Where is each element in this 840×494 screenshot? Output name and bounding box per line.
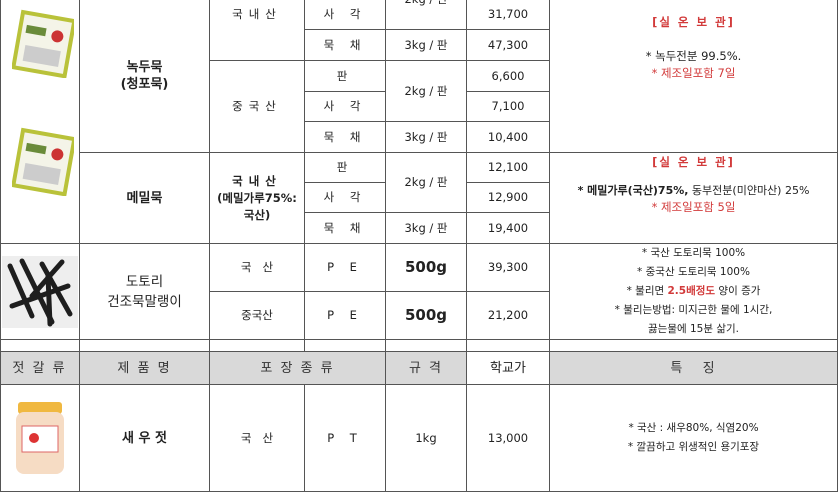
- features-buckwheat: [실 온 보 관] * 메밀가루(국산)75%, 동부전분(미얀마산) 25% …: [550, 153, 838, 244]
- product-images-cell: [0, 0, 80, 244]
- header-category: 젓 갈 류: [0, 352, 80, 385]
- price-cell: 6,600: [467, 61, 550, 92]
- product-name-mung-bean: 녹두묵 (청포묵): [80, 0, 210, 153]
- price-cell: 39,300: [467, 244, 550, 292]
- origin-domestic-acorn: 국 산: [210, 244, 305, 292]
- price-cell: 21,200: [467, 292, 550, 340]
- price-cell: 47,300: [467, 30, 550, 61]
- salted-shrimp-jar-image: [15, 402, 64, 474]
- pack-cell: 판: [305, 61, 386, 92]
- pack-cell: P E: [305, 244, 386, 292]
- storage-label: [실 온 보 관]: [652, 155, 735, 169]
- product-name-buckwheat: 메밀묵: [80, 153, 210, 244]
- spec-text: 2kg / 판: [404, 0, 447, 8]
- origin-sub: 국산): [243, 207, 271, 222]
- spacer-cell: [0, 340, 80, 352]
- spacer-cell: [467, 340, 550, 352]
- spec-cell: 3kg / 판: [386, 122, 467, 153]
- pack-cell: 묵 채: [305, 122, 386, 153]
- header-features: 특 징: [550, 352, 838, 385]
- name-line: (청포묵): [120, 77, 169, 92]
- acorn-jelly-image-cell: [0, 244, 80, 340]
- features-shrimp: * 국산 : 새우80%, 식염20% * 깔끔하고 위생적인 용기포장: [550, 385, 838, 492]
- pack-cell: 묵 채: [305, 213, 386, 244]
- storage-label: [실 온 보 관]: [652, 15, 735, 29]
- origin-shrimp: 국 산: [210, 385, 305, 492]
- price-cell: 19,400: [467, 213, 550, 244]
- feature-highlight: 2.5배정도: [667, 285, 716, 297]
- feature-text: 동부전분(미얀마산) 25%: [688, 184, 810, 197]
- price-cell: 12,100: [467, 153, 550, 183]
- feature-line: * 녹두전분 99.5%.: [645, 49, 742, 63]
- pack-cell: 사 각: [305, 92, 386, 122]
- feature-line: 끓는물에 15분 삶기.: [648, 323, 739, 335]
- spec-cell: 2kg / 판: [386, 153, 467, 213]
- buckwheat-jelly-image: [12, 127, 74, 196]
- dried-acorn-jelly-image: [1, 255, 78, 328]
- feature-line: * 국산 : 새우80%, 식염20%: [628, 422, 759, 434]
- origin-label: 국내산: [232, 173, 282, 188]
- pack-cell: 묵 채: [305, 30, 386, 61]
- pack-cell: 사 각: [305, 183, 386, 213]
- origin-china-acorn: 중국산: [210, 292, 305, 340]
- price-cell: 31,700: [467, 0, 550, 30]
- pack-cell: 사 각: [305, 0, 386, 30]
- spec-cell: 3kg / 판: [386, 213, 467, 244]
- feature-line: * 제조일포함 7일: [651, 66, 736, 80]
- pack-cell: P E: [305, 292, 386, 340]
- origin-domestic: 국내산: [210, 0, 305, 61]
- spec-cell: 3kg / 판: [386, 30, 467, 61]
- header-price: 학교가: [467, 352, 550, 385]
- name-line: 도토리: [125, 273, 164, 290]
- spacer-cell: [386, 340, 467, 352]
- price-cell: 12,900: [467, 183, 550, 213]
- price-cell: 13,000: [467, 385, 550, 492]
- price-cell: 10,400: [467, 122, 550, 153]
- spacer-cell: [305, 340, 386, 352]
- feature-line: * 제조일포함 5일: [651, 200, 736, 214]
- spec-cell: 500g: [386, 244, 467, 292]
- spec-cell: 500g: [386, 292, 467, 340]
- spec-cell-cut: 2kg / 판: [386, 0, 467, 30]
- features-mung-bean: [실 온 보 관] * 녹두전분 99.5%. * 제조일포함 7일: [550, 0, 838, 153]
- feature-line: * 국산 도토리묵 100%: [641, 247, 746, 259]
- header-spec: 규 격: [386, 352, 467, 385]
- header-pack: 포 장 종 류: [210, 352, 386, 385]
- pack-cell: P T: [305, 385, 386, 492]
- feature-line: * 불리는방법: 미지근한 물에 1시간,: [614, 304, 773, 316]
- feature-bold: * 메밀가루(국산)75%,: [577, 184, 689, 197]
- origin-domestic-buckwheat: 국내산 (메밀가루75%: 국산): [210, 153, 305, 244]
- header-name: 제 품 명: [80, 352, 210, 385]
- mung-bean-jelly-image: [12, 9, 74, 78]
- features-acorn: * 국산 도토리묵 100% * 중국산 도토리묵 100% * 불리면 2.5…: [550, 244, 838, 340]
- shrimp-image-cell: [0, 385, 80, 492]
- spec-cell: 2kg / 판: [386, 61, 467, 122]
- feature-text: * 불리면: [626, 285, 668, 297]
- pack-cell: 판: [305, 153, 386, 183]
- spacer-cell: [210, 340, 305, 352]
- feature-line: * 중국산 도토리묵 100%: [637, 266, 750, 278]
- product-name-shrimp: 새 우 젓: [80, 385, 210, 492]
- origin-sub: (메밀가루75%:: [217, 190, 297, 205]
- feature-text: 양이 증가: [715, 285, 761, 297]
- price-cell: 7,100: [467, 92, 550, 122]
- spec-cell: 1kg: [386, 385, 467, 492]
- name-line: 건조묵말랭이: [107, 293, 182, 310]
- name-line: 녹두묵: [126, 60, 163, 75]
- spacer-cell: [550, 340, 838, 352]
- feature-line: * 깔끔하고 위생적인 용기포장: [627, 441, 760, 453]
- origin-china: 중국산: [210, 61, 305, 153]
- spacer-cell: [80, 340, 210, 352]
